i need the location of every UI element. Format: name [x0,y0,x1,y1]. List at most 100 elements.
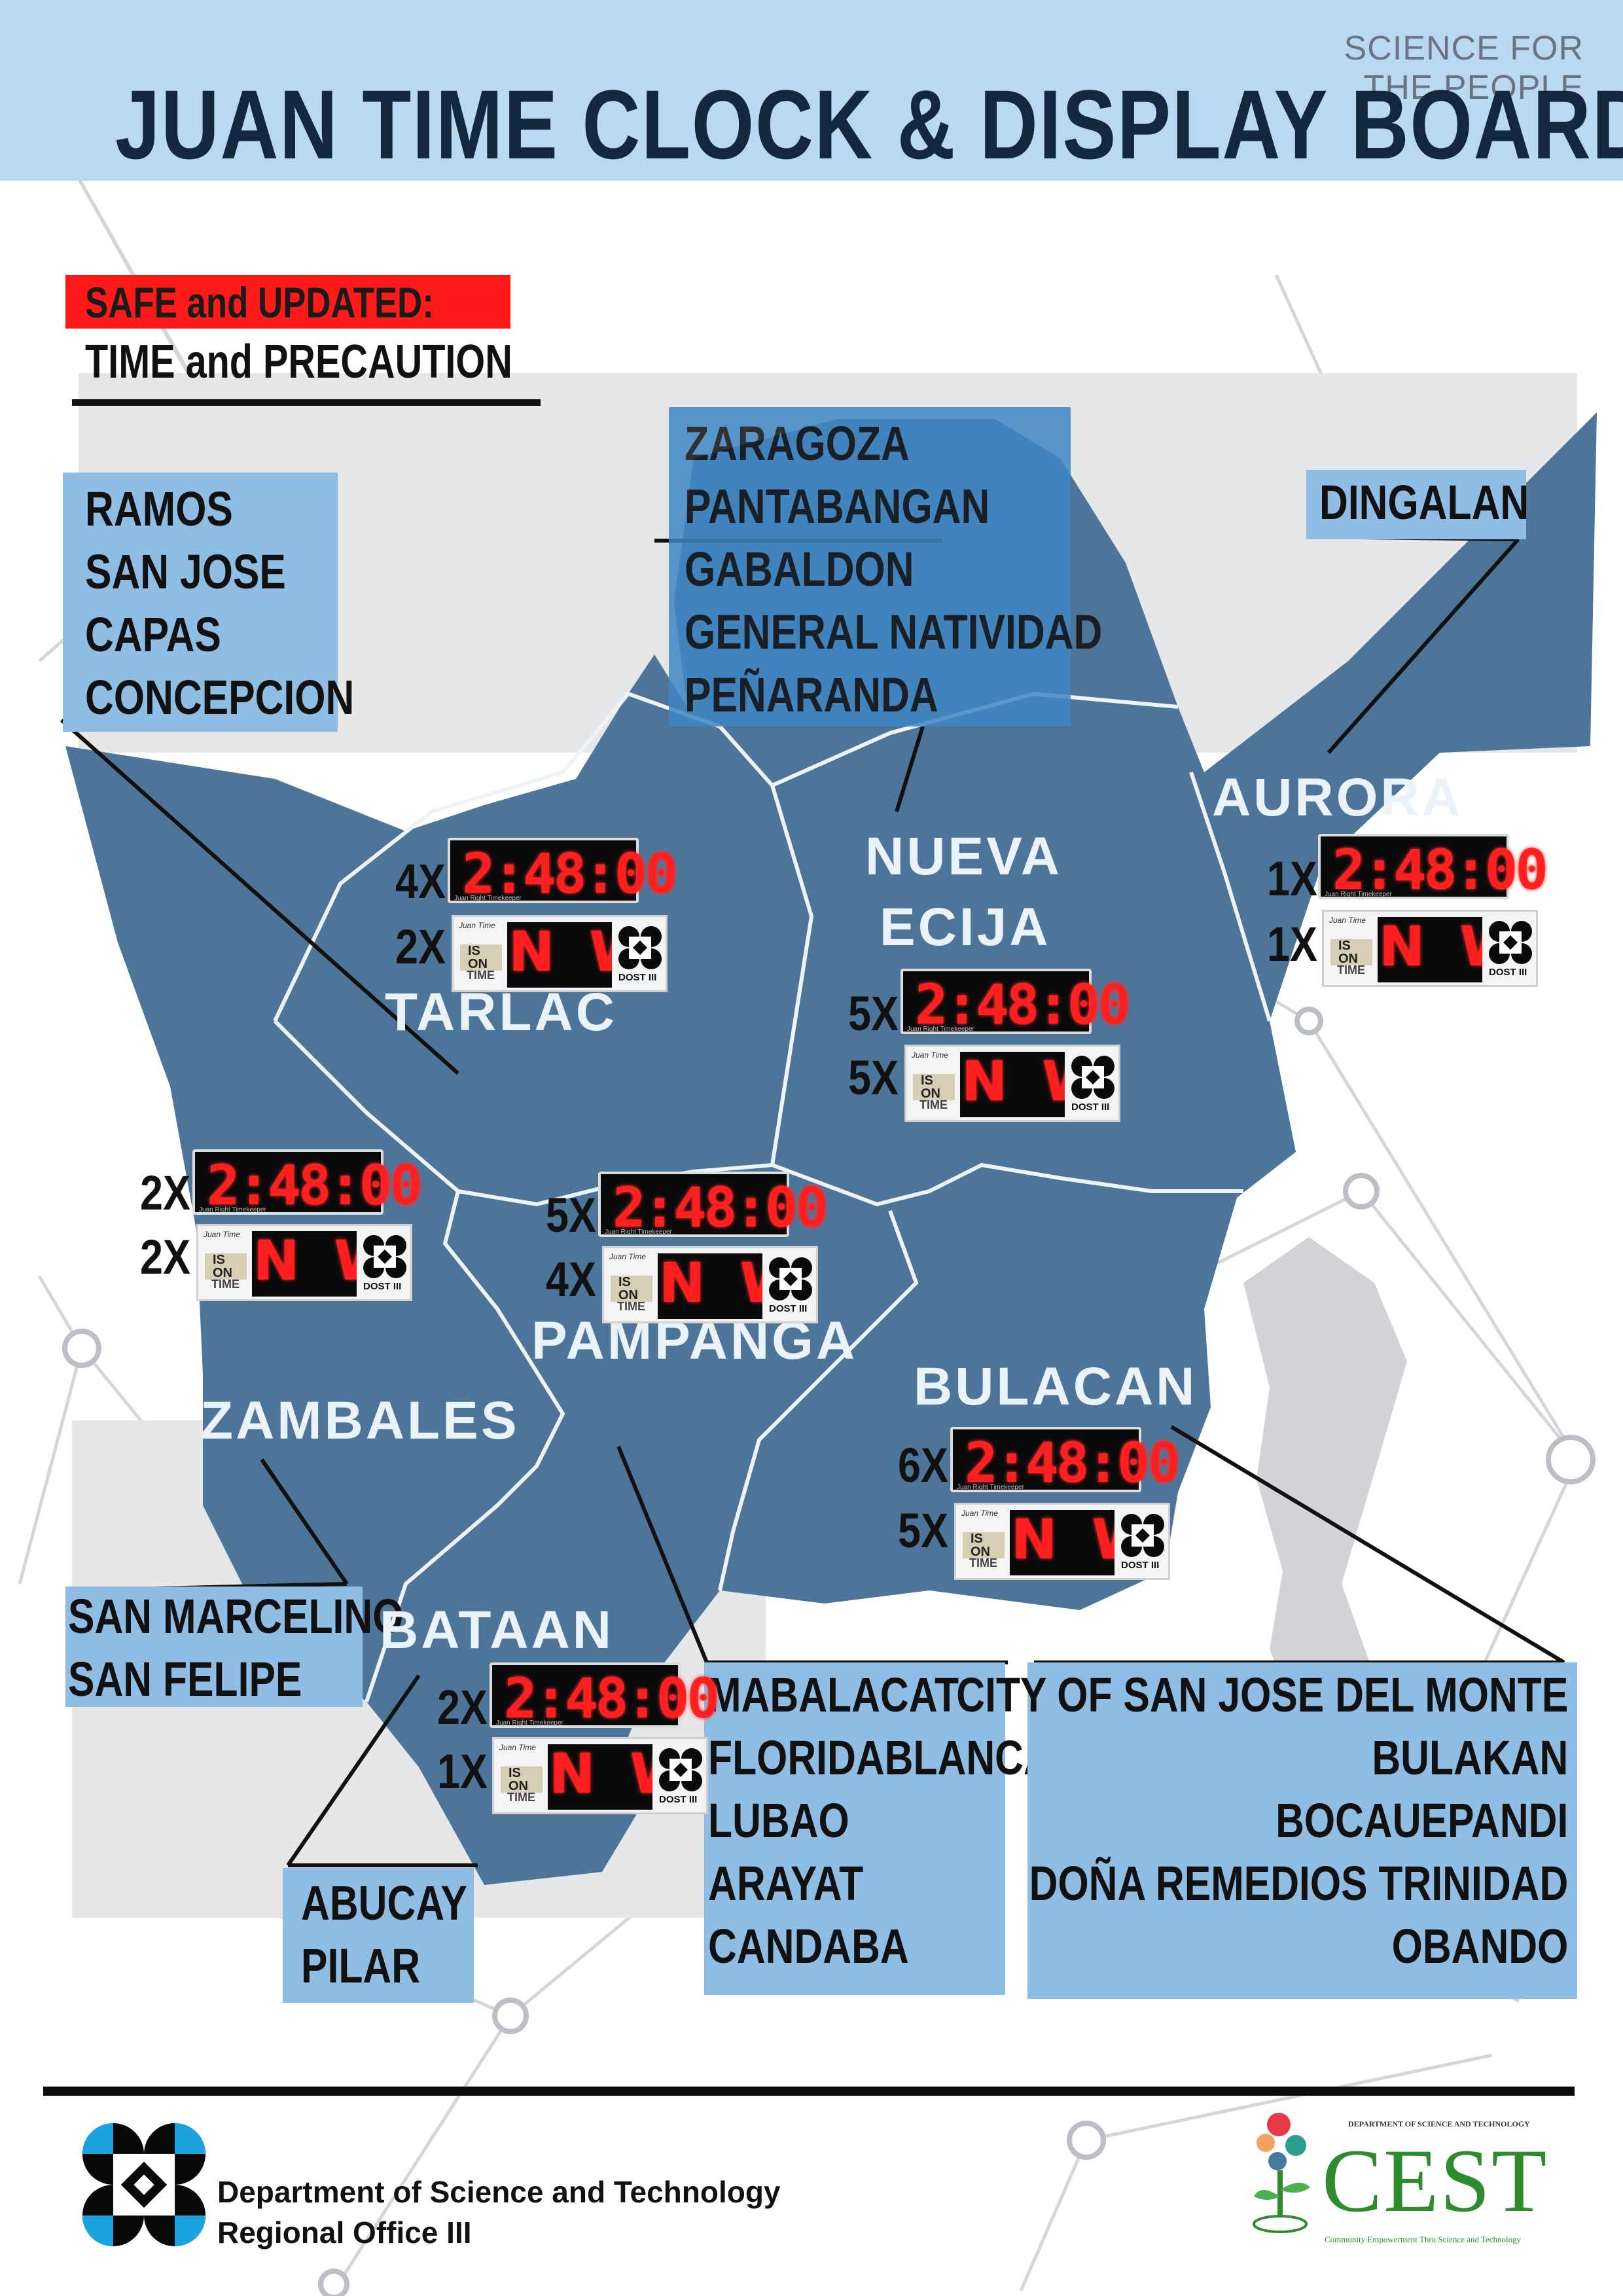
board-ison: IS ON [618,1275,638,1302]
board-brand: DOST III [363,1281,402,1292]
zambales-board-count: 2X [140,1230,190,1284]
display-board: Juan Time IS ON TIME N We DOST III [602,1246,818,1323]
list-item: SAN JOSE [85,545,286,599]
digital-clock: 2:48:00 Juan Right Timekeeper [490,1662,720,1731]
digital-clock: 2:48:00 Juan Right Timekeeper [901,969,1131,1037]
clock-digits: 2:48:00 [207,1153,423,1217]
clock-digits: 2:48:00 [915,973,1131,1037]
board-time: TIME [1337,963,1365,977]
board-screen: N We [548,1744,652,1810]
display-board: Juan Time IS ON TIME N We DOST III [196,1224,412,1301]
aurora-municipality-list: DINGALAN [1306,470,1529,539]
central-luzon-map [65,412,1597,1885]
board-ison: IS ON [1338,939,1358,966]
dost-logo-icon [659,1748,702,1791]
pampanga-board-count: 4X [546,1252,596,1306]
dost-name: Department of Science and Technology [217,2175,781,2209]
aurora-board-count: 1X [1267,917,1317,971]
board-screen: N We [1010,1510,1115,1575]
board-screen: N We [507,922,612,988]
subtitle-underline [72,399,541,406]
tarlac-board-count: 2X [395,920,446,974]
list-item: SAN FELIPE [68,1652,302,1706]
board-ison: IS ON [508,1766,528,1793]
display-board: Juan Time IS ON TIME N We DOST III [452,915,668,992]
board-time: TIME [507,1791,535,1804]
clock-digits: 2:48:00 [462,842,678,906]
board-screen: N We [960,1052,1065,1117]
board-brand: DOST III [769,1303,808,1314]
nueva-ecija-clock-count: 5X [848,986,899,1041]
board-ison: IS ON [468,944,488,971]
province-label-nueva-ecija-2: ECIJA [880,897,1051,957]
board-screen: N We [658,1253,762,1319]
dost-logo-icon [82,2123,206,2247]
board-scroll-text: N We [659,1253,762,1315]
bataan-municipality-list: ABUCAY PILAR [283,1868,474,2003]
digital-clock: 2:48:00 Juan Right Timekeeper [448,838,678,906]
clock-digits: 2:48:00 [613,1175,829,1240]
list-item: GENERAL NATIVIDAD [685,605,1103,659]
display-board: Juan Time IS ON TIME N We DOST III [954,1503,1170,1580]
board-brand: DOST III [659,1794,698,1805]
board-logo: Juan Time IS ON TIME [498,1743,545,1808]
board-logo: Juan Time IS ON TIME [1328,916,1375,981]
list-item: CANDABA [708,1919,909,1973]
board-scroll-text: N We [1379,917,1482,978]
digital-clock: 2:48:00 Juan Right Timekeeper [1318,834,1548,902]
bulacan-municipality-list: CITY OF SAN JOSE DEL MONTE BULAKAN BOCAU… [956,1662,1577,1999]
display-board: Juan Time IS ON TIME N We DOST III [1322,910,1538,987]
subtitle: TIME and PRECAUTION [85,336,512,388]
board-ison: IS ON [921,1073,940,1101]
dost-logo-icon [618,926,662,969]
board-time: TIME [919,1098,948,1111]
board-time: TIME [617,1300,645,1313]
dost-logo-icon [363,1235,406,1278]
tagline: SCIENCE FOR THE PEOPLE [1344,29,1584,107]
bataan-clock-count: 2X [437,1680,488,1734]
board-logo: Juan Time IS ON TIME [960,1509,1007,1574]
board-screen: N We [252,1231,357,1297]
list-item: PANTABANGAN [685,479,990,533]
board-logo: Juan Time IS ON TIME [910,1050,957,1116]
header-band [0,0,1623,181]
province-label-nueva-ecija-1: NUEVA [865,827,1062,886]
digital-clock: 2:48:00 Juan Right Timekeeper [598,1172,829,1240]
province-label-bataan: BATAAN [380,1600,615,1660]
dost-logo-icon [1071,1056,1115,1099]
province-label-zambales: ZAMBALES [200,1391,520,1450]
clock-caption: Juan Right Timekeeper [957,1484,1024,1491]
dost-logo-icon [1489,921,1532,964]
bulacan-clock-count: 6X [898,1438,948,1492]
board-ison: IS ON [971,1532,990,1559]
list-item: ABUCAY [301,1876,468,1930]
clock-caption: Juan Right Timekeeper [454,895,522,902]
list-item: RAMOS [85,482,233,536]
list-item: LUBAO [708,1793,849,1848]
list-item: CONCEPCION [85,670,355,725]
province-label-aurora: AURORA [1212,768,1463,827]
province-label-bulacan: BULACAN [914,1357,1198,1416]
bulacan-board-count: 5X [898,1503,948,1558]
board-scroll-text: N We [961,1052,1065,1113]
highlight-text: SAFE and UPDATED: [85,278,434,327]
clock-digits: 2:48:00 [965,1431,1181,1495]
nueva-ecija-municipality-list: ZARAGOZA PANTABANGAN GABALDON GENERAL NA… [669,407,1102,726]
clock-digits: 2:48:00 [1332,838,1548,902]
clock-caption: Juan Right Timekeeper [605,1229,672,1236]
dost-logo-icon [769,1257,812,1300]
list-item: ZARAGOZA [685,416,910,471]
zambales-clock-count: 2X [140,1166,190,1220]
list-item: MABALACAT [708,1668,959,1722]
clock-caption: Juan Right Timekeeper [907,1026,974,1033]
board-brand: DOST III [1489,967,1527,978]
display-board: Juan Time IS ON TIME N We DOST III [492,1737,708,1814]
list-item: PILAR [301,1939,421,1993]
list-item: ARAYAT [708,1856,864,1910]
clock-caption: Juan Right Timekeeper [199,1206,266,1213]
list-item: DINGALAN [1319,475,1529,529]
pampanga-municipality-list: MABALACAT FLORIDABLANCA LUBAO ARAYAT CAN… [704,1662,1052,1995]
board-time: TIME [211,1278,240,1291]
list-item: SAN MARCELINO [68,1589,404,1643]
display-board: Juan Time IS ON TIME N We DOST III [904,1045,1120,1122]
